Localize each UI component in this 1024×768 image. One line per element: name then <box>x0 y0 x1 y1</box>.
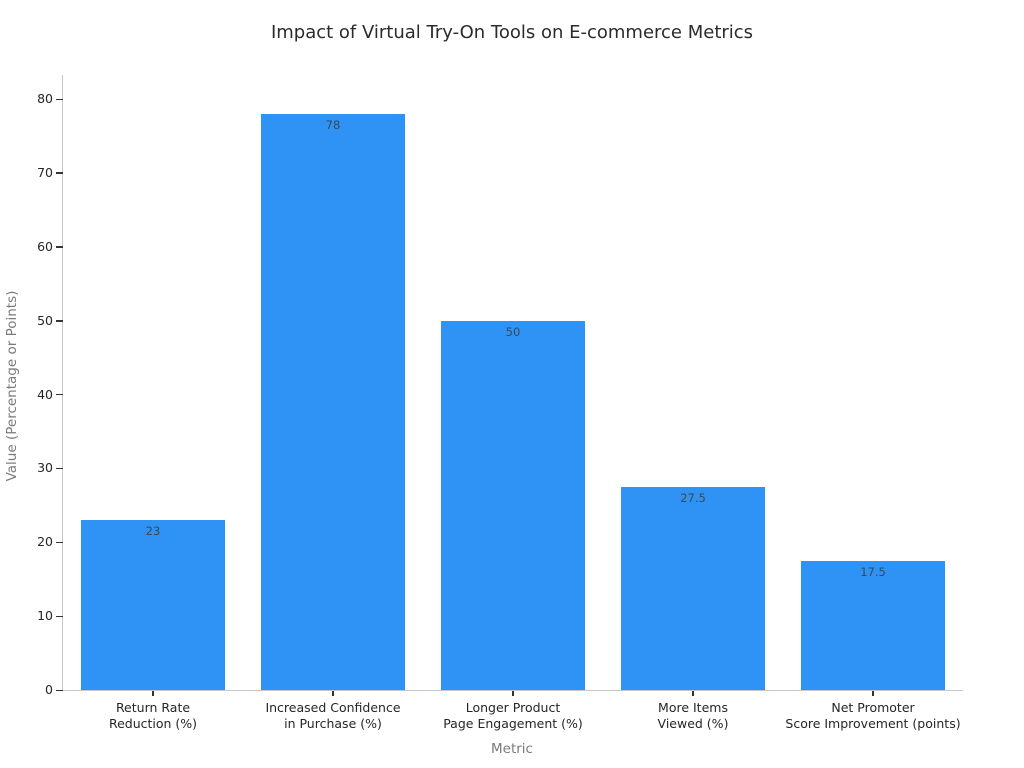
y-axis-title: Value (Percentage or Points) <box>4 290 20 482</box>
y-tick-label: 20 <box>37 534 53 550</box>
bar-value-label: 23 <box>145 524 161 539</box>
x-tick-label: Return Rate Reduction (%) <box>108 700 198 731</box>
y-tick-label: 50 <box>37 312 53 328</box>
y-tick-label: 10 <box>37 608 53 624</box>
x-tick-label: Increased Confidence in Purchase (%) <box>265 700 401 731</box>
y-tick-mark <box>56 467 63 470</box>
y-tick-label: 80 <box>37 91 53 106</box>
chart-title: Impact of Virtual Try-On Tools on E-comm… <box>270 22 754 43</box>
bar-value-label: 78 <box>325 117 341 132</box>
bar: 27.5 <box>621 486 765 690</box>
x-tick-label: More Items Viewed (%) <box>657 700 729 731</box>
y-axis-spine <box>62 75 63 691</box>
y-tick-mark <box>56 689 63 691</box>
y-tick-mark <box>56 541 63 544</box>
y-tick-mark <box>56 246 63 248</box>
x-axis-spine <box>62 690 963 691</box>
y-tick-mark <box>56 172 63 174</box>
x-axis-title: Metric <box>491 741 533 757</box>
y-tick-mark <box>56 394 63 396</box>
bar: 23 <box>81 520 225 690</box>
x-tick-mark <box>692 691 694 696</box>
y-tick-mark <box>56 98 63 100</box>
bar-value-label: 50 <box>505 324 521 339</box>
y-tick-mark <box>56 615 63 618</box>
x-tick-mark <box>332 691 334 696</box>
bar-value-label: 27.5 <box>680 490 706 505</box>
x-tick-mark <box>512 691 514 696</box>
bar: 78 <box>261 113 405 690</box>
y-tick-label: 70 <box>37 164 53 180</box>
bar: 17.5 <box>801 560 945 690</box>
y-tick-label: 0 <box>45 682 53 697</box>
x-tick-mark <box>152 691 154 696</box>
x-tick-label: Longer Product Page Engagement (%) <box>443 700 583 731</box>
y-tick-mark <box>56 320 63 322</box>
bar-value-label: 17.5 <box>860 564 886 579</box>
x-tick-label: Net Promoter Score Improvement (points) <box>785 700 961 731</box>
bar: 50 <box>441 320 585 690</box>
x-tick-mark <box>872 691 874 696</box>
y-tick-label: 60 <box>37 238 53 254</box>
y-tick-label: 30 <box>37 460 53 476</box>
y-tick-label: 40 <box>37 386 53 402</box>
